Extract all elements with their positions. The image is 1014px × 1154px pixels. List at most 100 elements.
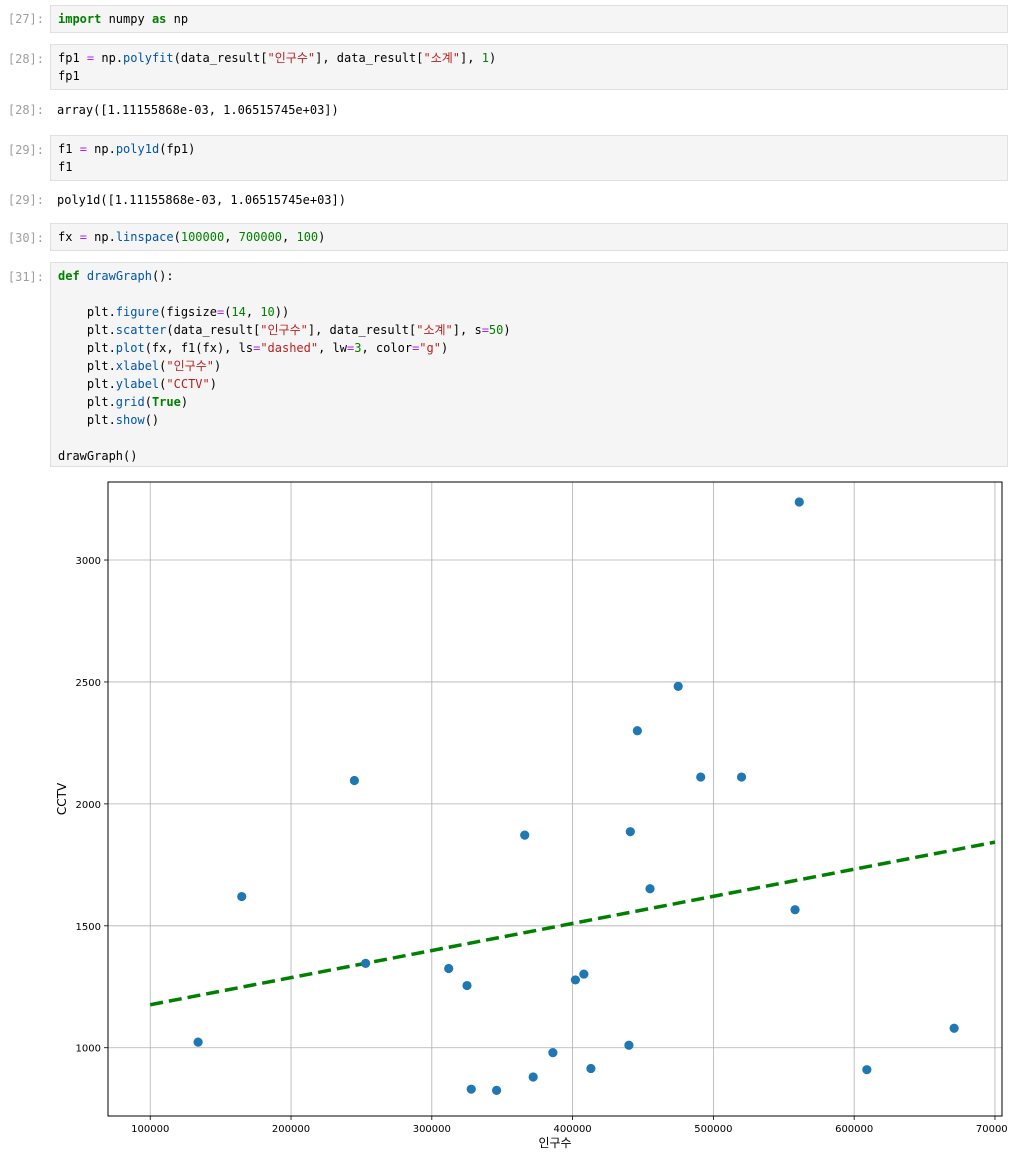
code-token: , <box>282 230 297 244</box>
code-line: plt.figure(figsize=(14, 10)) <box>58 303 289 321</box>
code-token: 3 <box>354 341 362 355</box>
scatter-point <box>579 969 589 979</box>
code-token: "인구수" <box>267 51 316 65</box>
code-cell[interactable]: fx = np.linspace(100000, 700000, 100) <box>50 223 1008 251</box>
code-token: 14 <box>231 305 246 319</box>
code-token: "dashed" <box>260 341 319 355</box>
scatter-point <box>696 772 706 782</box>
code-token: ], data_result[ <box>315 51 424 65</box>
code-token: ( <box>159 359 167 373</box>
code-token: fx <box>58 230 80 244</box>
output-prompt-28: [28]: <box>7 103 44 117</box>
code-token: = <box>79 142 87 156</box>
output-text-29: poly1d([1.11155868e-03, 1.06515745e+03]) <box>57 193 346 207</box>
code-token: scatter <box>115 323 167 337</box>
code-token: as <box>151 12 167 26</box>
scatter-point <box>862 1065 872 1075</box>
scatter-point <box>570 975 581 985</box>
code-token: drawGraph() <box>58 449 138 463</box>
regression-line <box>149 840 996 1007</box>
input-prompt: [27]: <box>7 12 44 26</box>
code-token: (fp1) <box>159 142 196 156</box>
scatter-point <box>586 1063 596 1074</box>
code-token: , <box>245 305 261 319</box>
input-prompt: [29]: <box>7 143 44 157</box>
code-token: xlabel <box>115 359 160 373</box>
code-token: f1 <box>58 160 73 174</box>
scatter-point <box>673 681 683 691</box>
fit-line-layer <box>149 840 996 1007</box>
scatter-plot: 100000 200000 300000 400000 500000 600000 7000… <box>55 481 1008 1150</box>
code-line: drawGraph() <box>58 447 137 465</box>
code-token: ) <box>440 341 449 355</box>
scatter-point <box>790 905 800 915</box>
code-token: (data_result[ <box>166 323 261 337</box>
tick-labels: 100000 200000 300000 400000 500000 600000 7000… <box>76 556 1008 1135</box>
y-axis-label: CCTV <box>55 782 69 815</box>
code-token: f1 <box>58 142 80 156</box>
scatter-point <box>949 1023 959 1033</box>
code-token: (figsize <box>159 305 217 319</box>
code-line: fx = np.linspace(100000, 700000, 100) <box>58 228 325 246</box>
code-token: figure <box>115 305 160 319</box>
code-line: plt.ylabel("CCTV") <box>58 375 217 393</box>
code-token: grid <box>115 395 145 409</box>
code-token: show <box>115 413 145 427</box>
code-token: plt. <box>58 305 116 319</box>
code-token: = <box>481 323 489 337</box>
code-token: 50 <box>488 323 504 337</box>
output-prompt-29: [29]: <box>7 193 44 207</box>
code-token: (fx, f1(fx), ls <box>144 341 254 355</box>
y-tick-label: 1000 <box>76 1044 101 1055</box>
code-cell[interactable]: import numpy as np <box>50 5 1008 33</box>
x-tick-label: 400000 <box>554 1124 592 1135</box>
code-line: f1 <box>58 158 72 176</box>
code-token: plt. <box>58 359 116 373</box>
code-cell[interactable]: fp1 = np.polyfit(data_result["인구수"], dat… <box>50 44 1008 90</box>
code-token: np. <box>86 230 116 244</box>
code-cell[interactable]: def drawGraph(): plt.figure(figsize=(14,… <box>50 262 1008 467</box>
code-cell[interactable]: f1 = np.poly1d(fp1) f1 <box>50 135 1008 181</box>
code-token: plot <box>115 341 145 355</box>
code-token: fp1 <box>58 51 87 65</box>
code-token: plt. <box>58 413 116 427</box>
code-token: = <box>412 341 420 355</box>
code-line: plt.scatter(data_result["인구수"], data_res… <box>58 321 511 339</box>
code-token: ], <box>460 51 482 65</box>
code-token: ) <box>488 51 497 65</box>
code-token: linspace <box>115 230 174 244</box>
output-text-28: array([1.11155868e-03, 1.06515745e+03]) <box>57 103 339 117</box>
code-token: ) <box>503 323 511 337</box>
code-token: 100000 <box>180 230 225 244</box>
code-token: plt. <box>58 377 116 391</box>
scatter-point <box>462 980 472 991</box>
scatter-point <box>237 891 247 902</box>
code-token: (data_result[ <box>173 51 268 65</box>
scatter-points <box>193 497 959 1095</box>
code-token: ) <box>180 395 189 409</box>
scatter-point <box>361 958 371 968</box>
scatter-point <box>491 1085 502 1095</box>
scatter-point <box>193 1037 203 1047</box>
x-tick-label: 300000 <box>413 1124 451 1135</box>
code-token: "g" <box>419 341 441 355</box>
code-token: ], s <box>452 323 482 337</box>
grid-lines <box>108 482 1002 1116</box>
code-token: ) <box>209 377 217 391</box>
code-token: ) <box>213 359 222 373</box>
code-line: f1 = np.poly1d(fp1) <box>58 140 195 158</box>
code-token: ylabel <box>115 377 160 391</box>
code-token: plt. <box>58 395 116 409</box>
code-token: , <box>224 230 239 244</box>
code-token: "CCTV" <box>166 377 210 391</box>
code-token: plt. <box>58 323 116 337</box>
code-token: ( <box>159 377 167 391</box>
x-tick-label: 100000 <box>131 1124 169 1135</box>
code-token: drawGraph <box>86 269 152 283</box>
x-tick-label: 200000 <box>272 1124 310 1135</box>
y-tick-label: 2000 <box>76 800 101 811</box>
x-axis-label: 인구수 <box>538 1136 571 1150</box>
code-token: import <box>58 12 102 26</box>
y-tick-label: 1500 <box>76 922 101 933</box>
scatter-point <box>736 772 747 782</box>
